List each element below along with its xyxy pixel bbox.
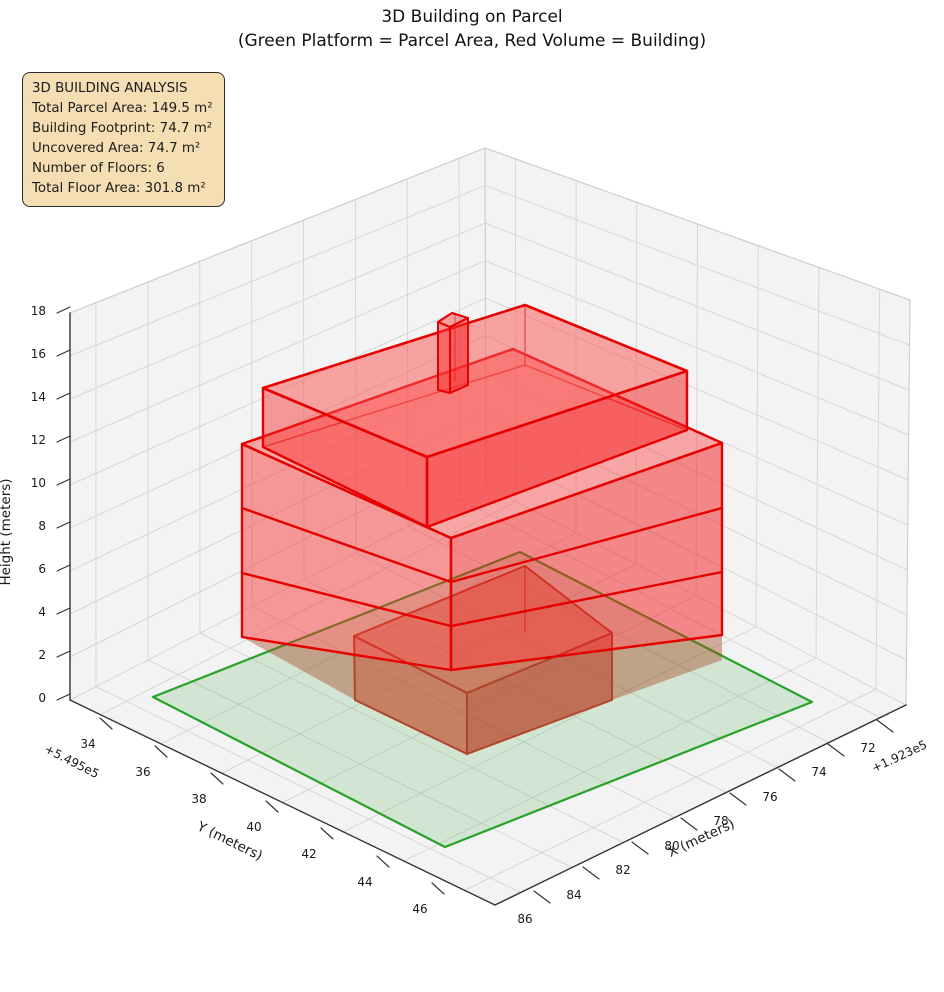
y-tick [431, 882, 445, 895]
grid-line-y [342, 626, 757, 833]
x-tick-label: 72 [860, 741, 875, 755]
chimney-east-face [449, 317, 469, 394]
x-tick-label: 78 [713, 814, 728, 828]
x-tick-label: 76 [762, 790, 777, 804]
z-tick-label: 0 [38, 691, 46, 705]
info-box-lines: Total Parcel Area: 149.5 m² Building Foot… [32, 99, 213, 199]
grid-line-z [69, 447, 487, 658]
y-tick [210, 772, 224, 785]
info-box-line: Total Parcel Area: 149.5 m² [32, 101, 213, 116]
y-tick-label: 40 [246, 820, 261, 834]
axis-spine [69, 699, 496, 906]
chart-subtitle: (Green Platform = Parcel Area, Red Volum… [237, 31, 707, 51]
y-tick [320, 827, 334, 840]
y-tick-label: 38 [191, 792, 206, 806]
x-tick-label: 86 [517, 912, 532, 926]
z-tick [56, 306, 71, 314]
y-tick-label: 34 [80, 737, 95, 751]
z-tick [56, 435, 71, 443]
x-tick-label: 74 [811, 765, 826, 779]
z-tick [56, 392, 71, 400]
z-tick [56, 521, 71, 529]
z-tick [56, 650, 71, 658]
info-box-line: Building Footprint: 74.7 m² [32, 121, 213, 136]
upper-mass-south-face [425, 369, 689, 529]
x-tick [631, 841, 649, 855]
z-tick-label: 18 [31, 304, 46, 318]
info-box-line: Uncovered Area: 74.7 m² [32, 141, 201, 156]
info-box-heading: 3D BUILDING ANALYSIS [32, 81, 188, 96]
chart-title: 3D Building on Parcel [381, 7, 563, 27]
x-axis-offset: +1.923e5 [869, 737, 929, 775]
x-tick-label: 82 [615, 863, 630, 877]
chimney-west-face [437, 321, 451, 394]
x-tick [582, 866, 600, 880]
z-tick [56, 564, 71, 572]
z-tick-label: 14 [31, 390, 46, 404]
x-tick-label: 80 [664, 839, 679, 853]
grid-line-z [69, 185, 486, 357]
y-tick [265, 800, 279, 813]
z-tick-label: 8 [38, 519, 46, 533]
grid-line-y [875, 288, 881, 690]
grid-line-y [403, 657, 817, 862]
z-tick [56, 693, 71, 701]
info-box-line: Number of Floors: 6 [32, 161, 165, 176]
y-tick [376, 855, 390, 868]
z-tick [56, 349, 71, 357]
y-tick-label: 46 [412, 902, 427, 916]
z-tick-label: 4 [38, 605, 46, 619]
z-tick-label: 12 [31, 433, 46, 447]
x-tick [827, 743, 845, 757]
z-tick-label: 10 [31, 476, 46, 490]
grid-line-y [464, 688, 877, 891]
floor-line-lower [240, 570, 724, 628]
analysis-info-box: 3D BUILDING ANALYSIS Total Parcel Area: … [22, 72, 225, 207]
y-tick-label: 44 [357, 875, 372, 889]
z-tick [56, 478, 71, 486]
z-tick-label: 16 [31, 347, 46, 361]
x-tick [729, 792, 747, 806]
x-tick [876, 719, 894, 733]
pane-edge [69, 147, 486, 314]
z-tick [56, 607, 71, 615]
floor-line-upper [240, 506, 724, 584]
grid-line-y [815, 266, 820, 659]
y-tick-label: 36 [135, 765, 150, 779]
y-tick [154, 745, 168, 758]
axis-spine [494, 704, 907, 906]
grid-line-z [69, 222, 486, 400]
pane-edge [905, 299, 911, 706]
y-tick [99, 717, 113, 730]
x-tick-label: 84 [566, 888, 581, 902]
x-tick [778, 768, 796, 782]
z-axis-label: Height (meters) [0, 478, 14, 585]
pane-left [70, 148, 486, 700]
x-tick [533, 890, 551, 904]
info-box-line: Total Floor Area: 301.8 m² [32, 181, 206, 196]
pane-right [485, 148, 910, 705]
z-tick-label: 2 [38, 648, 46, 662]
y-tick-label: 42 [301, 847, 316, 861]
pane-edge [484, 147, 911, 301]
grid-line-z [69, 260, 486, 443]
z-tick-label: 6 [38, 562, 46, 576]
grid-line-y [755, 245, 759, 628]
x-tick [680, 817, 698, 831]
